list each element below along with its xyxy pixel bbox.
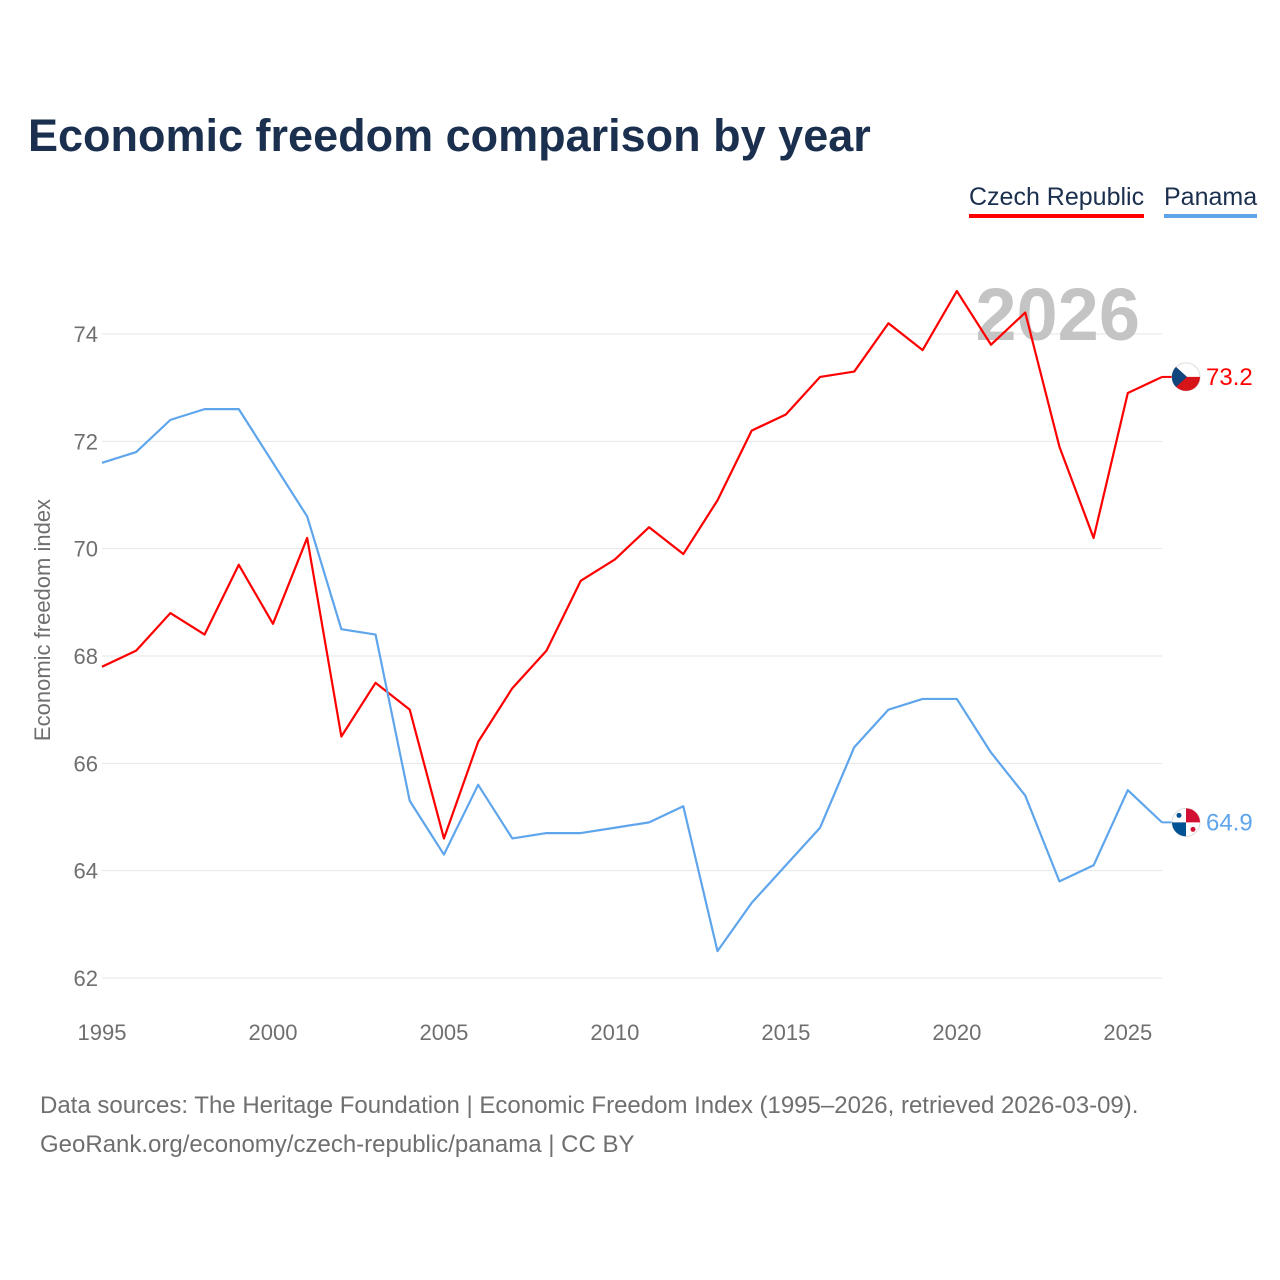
x-tick-label: 1995 xyxy=(78,1020,127,1045)
source-line-2[interactable]: GeoRank.org/economy/czech-republic/panam… xyxy=(40,1131,635,1158)
source-line-1: Data sources: The Heritage Foundation | … xyxy=(40,1092,1139,1119)
year-watermark: 2026 xyxy=(975,273,1140,356)
flag-blue xyxy=(1171,366,1187,387)
end-value-label: 64.9 xyxy=(1206,809,1253,836)
y-tick-label: 74 xyxy=(74,322,98,347)
y-tick-label: 66 xyxy=(74,751,98,776)
x-tick-label: 2015 xyxy=(761,1020,810,1045)
y-tick-label: 72 xyxy=(74,429,98,454)
flag-red xyxy=(1186,808,1200,823)
flag-star xyxy=(1190,826,1196,832)
line-chart: 62 64 66 68 70 72 74 1995 2000 2005 2010 2015 2020 20… xyxy=(30,273,1253,1045)
legend-czech-republic[interactable]: Czech Republic xyxy=(969,183,1145,218)
y-axis-label: Economic freedom index xyxy=(30,499,55,741)
x-tick-label: 2010 xyxy=(590,1020,639,1045)
legend-panama[interactable]: Panama xyxy=(1164,183,1258,218)
x-tick-label: 2025 xyxy=(1103,1020,1152,1045)
y-tick-label: 64 xyxy=(74,859,98,884)
series-line-panama xyxy=(101,408,1163,953)
y-tick-label: 62 xyxy=(74,966,98,991)
x-tick-label: 2000 xyxy=(248,1020,297,1045)
series-line-czech-republic xyxy=(101,289,1163,840)
flag-panama-icon xyxy=(1171,807,1201,837)
x-tick-label: 2020 xyxy=(932,1020,981,1045)
x-tick-label: 2005 xyxy=(419,1020,468,1045)
source-note: Data sources: The Heritage Foundation | … xyxy=(40,1086,1138,1164)
chart-title: Economic freedom comparison by year xyxy=(28,110,871,161)
y-tick-label: 68 xyxy=(74,644,98,669)
end-value-label: 73.2 xyxy=(1206,364,1253,391)
y-tick-label: 70 xyxy=(74,537,98,562)
flag-blue xyxy=(1172,822,1186,837)
flag-star xyxy=(1176,812,1182,818)
flag-czech-republic-icon xyxy=(1171,362,1201,392)
